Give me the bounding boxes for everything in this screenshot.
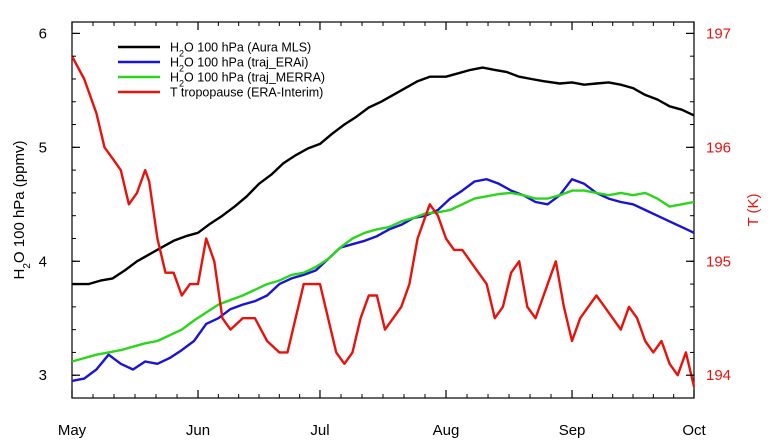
y-right-axis-title: T (K) [745, 193, 762, 226]
legend-label-rest: O 100 hPa (traj_MERRA) [184, 71, 325, 85]
legend-label-1: H2O 100 hPa (traj_ERAi) [170, 56, 308, 74]
y-left-axis-title: H2O 100 hPa (ppmv) [11, 141, 33, 280]
y-right-tick-label: 197 [706, 25, 731, 42]
legend-label-sub: 2 [179, 64, 184, 74]
series-layer [70, 55, 696, 387]
x-tick-label: Jul [310, 422, 329, 439]
y-left-tick-label: 5 [39, 139, 47, 156]
legend-label-main: T tropopause (ERA-Interim) [170, 86, 323, 100]
legend-label-rest: O 100 hPa (traj_ERAi) [184, 56, 308, 70]
legend-label-main: H [170, 56, 179, 70]
plot-frame [71, 21, 695, 399]
x-tick-label: Aug [433, 422, 460, 439]
y-left-title-sub: 2 [22, 263, 33, 269]
y-right-tick-label: 196 [706, 139, 731, 156]
legend-label-2: H2O 100 hPa (traj_MERRA) [170, 71, 325, 89]
y-left-title-main: H [11, 269, 28, 280]
legend-label-sub: 2 [179, 49, 184, 59]
x-tick-label: May [58, 422, 87, 439]
plot-border [71, 21, 695, 399]
legend-label-3: T tropopause (ERA-Interim) [170, 86, 323, 100]
legend-label-main: H [170, 41, 179, 55]
legend-label-sub: 2 [179, 79, 184, 89]
y-right-tick-label: 194 [706, 367, 731, 384]
legend-label-0: H2O 100 hPa (Aura MLS) [170, 41, 311, 59]
series-line-2 [71, 189, 695, 363]
y-right-tick-label: 195 [706, 253, 731, 270]
legend-label-rest: O 100 hPa (Aura MLS) [184, 41, 311, 55]
legend-label-main: H [170, 71, 179, 85]
series-line-1 [71, 177, 695, 383]
legend: H2O 100 hPa (Aura MLS)H2O 100 hPa (traj_… [118, 41, 325, 100]
y-left-title-rest: O 100 hPa (ppmv) [11, 141, 28, 264]
x-tick-label: Jun [186, 422, 210, 439]
series-line-3 [70, 55, 696, 387]
y-left-tick-label: 4 [39, 253, 47, 270]
y-left-tick-label: 6 [39, 25, 47, 42]
y-left-tick-label: 3 [39, 367, 47, 384]
x-tick-label: Oct [682, 422, 706, 439]
series-line-0 [72, 66, 695, 286]
x-tick-label: Sep [559, 422, 586, 439]
